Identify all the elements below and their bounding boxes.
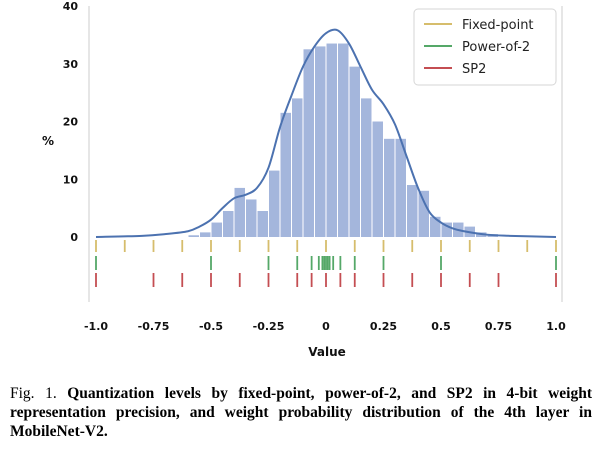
x-tick-label: 0.75 xyxy=(485,320,512,333)
histogram-bar xyxy=(223,211,234,237)
histogram-bar xyxy=(441,222,452,237)
legend-box xyxy=(413,8,557,86)
histogram-bar xyxy=(257,211,268,237)
x-tick-label: -0.25 xyxy=(253,320,285,333)
x-tick-label: -1.0 xyxy=(84,320,108,333)
histogram-bar xyxy=(384,138,395,237)
histogram-bar xyxy=(188,235,199,237)
y-tick-label: 0 xyxy=(70,231,78,244)
legend: Fixed-point Power-of-2 SP2 xyxy=(413,8,557,86)
x-tick-label: 0 xyxy=(322,320,330,333)
histogram-bar xyxy=(303,49,314,237)
kde-curve xyxy=(95,28,557,238)
histogram-bar xyxy=(338,43,349,237)
x-tick-label: -0.75 xyxy=(138,320,170,333)
y-tick-label: 20 xyxy=(63,116,79,129)
histogram-bar xyxy=(211,222,222,237)
legend-label: Power-of-2 xyxy=(462,40,530,55)
histogram-bar xyxy=(280,112,291,237)
histogram-bar xyxy=(326,43,337,237)
x-tick-label: 0.5 xyxy=(431,320,451,333)
histogram-bar xyxy=(315,46,326,237)
histogram-bar xyxy=(418,190,429,237)
histogram-bar xyxy=(200,232,211,237)
figure-caption: Fig. 1. Quantization levels by fixed-poi… xyxy=(10,384,592,441)
histogram-bar xyxy=(372,121,383,237)
x-tick-label: -0.5 xyxy=(199,320,223,333)
x-tick-label: 0.25 xyxy=(370,320,397,333)
legend-label: Fixed-point xyxy=(462,18,534,33)
caption-text: Quantization levels by fixed-point, powe… xyxy=(10,385,593,440)
plot-area xyxy=(88,6,563,302)
y-tick-label: 40 xyxy=(63,0,79,13)
x-tick-label: 1.0 xyxy=(546,320,566,333)
legend-label: SP2 xyxy=(462,62,486,77)
histogram-bar xyxy=(246,199,257,237)
histogram-bar xyxy=(430,216,441,237)
y-tick-label: 30 xyxy=(63,58,79,71)
y-axis-label: % xyxy=(42,134,54,148)
x-axis-label: Value xyxy=(308,345,346,359)
x-axis-ticks: -1.0 -0.75 -0.5 -0.25 0 0.25 0.5 0.75 1.0 xyxy=(84,320,566,333)
histogram-bar xyxy=(269,170,280,237)
histogram-bar xyxy=(395,138,406,237)
quantization-levels xyxy=(95,240,557,287)
caption-label: Fig. 1. xyxy=(10,385,57,402)
histogram-bar xyxy=(234,187,245,237)
y-axis-ticks: 0 10 20 30 40 xyxy=(63,0,79,244)
histogram-bar xyxy=(407,185,418,237)
histogram-bar xyxy=(292,98,303,238)
histogram-bar xyxy=(361,98,372,238)
y-tick-label: 10 xyxy=(63,173,79,186)
chart: 0 10 20 30 40 -1.0 -0.75 -0.5 -0.25 0 0.25 0.5 0.75… xyxy=(42,0,566,359)
histogram-bar xyxy=(349,66,360,237)
